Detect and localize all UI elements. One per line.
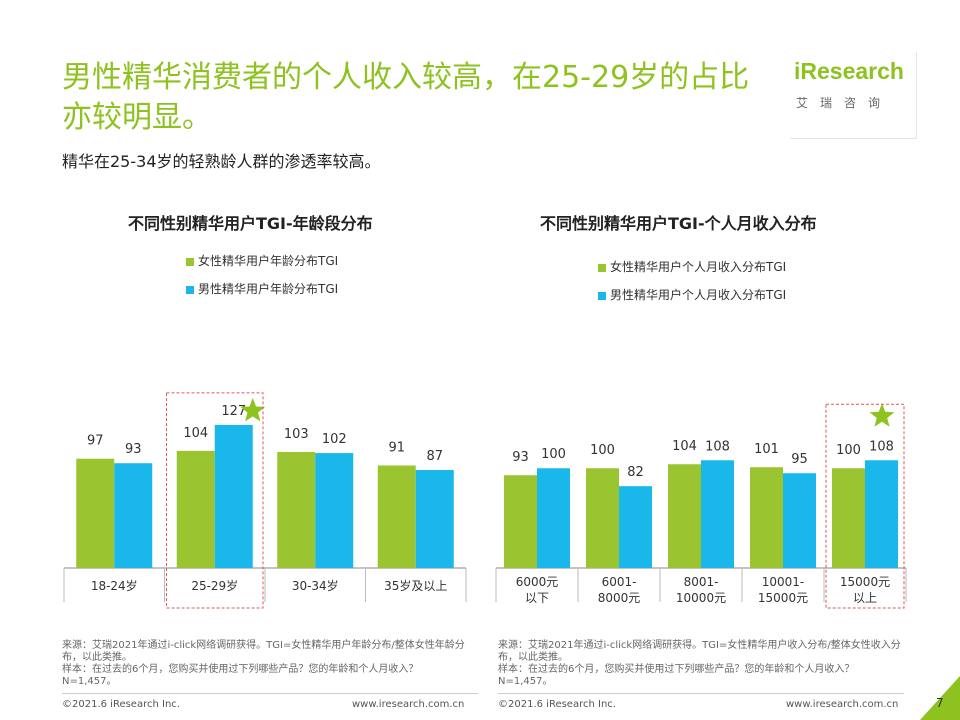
legend-male-income: 男性精华用户个人月收入分布TGI (598, 286, 786, 303)
iresearch-logo: iResearch 艾瑞咨询 (790, 52, 920, 142)
bar-female (832, 468, 865, 568)
bar-female (377, 465, 416, 568)
legend-male-age: 男性精华用户年龄分布TGI (186, 280, 338, 297)
footer-copyright-right: ©2021.6 iResearch Inc. (498, 699, 616, 710)
bar-female (176, 450, 215, 568)
legend-female-income: 女性精华用户个人月收入分布TGI (598, 258, 786, 275)
bar-male (865, 460, 898, 568)
data-label: 93 (512, 450, 529, 465)
data-label: 103 (284, 427, 309, 442)
tick-label: 6000元 (516, 575, 559, 589)
footer-copyright-left: ©2021.6 iResearch Inc. (62, 699, 180, 710)
tick-label: 30-34岁 (292, 578, 339, 593)
logo-text: iResearch (794, 58, 904, 84)
legend-label: 男性精华用户年龄分布TGI (198, 282, 339, 296)
legend-female-age: 女性精华用户年龄分布TGI (186, 252, 338, 269)
data-label: 95 (791, 452, 808, 467)
chart-title-income: 不同性别精华用户TGI-个人月收入分布 (540, 214, 817, 233)
legend-label: 男性精华用户个人月收入分布TGI (610, 288, 787, 302)
bar-female (750, 467, 783, 568)
corner-triangle (920, 676, 960, 720)
legend-label: 女性精华用户年龄分布TGI (198, 254, 339, 268)
data-label: 108 (705, 439, 730, 454)
tick-label: 6001- (602, 575, 637, 589)
legend-swatch-male (186, 285, 194, 294)
legend-swatch-female (186, 257, 194, 266)
tick-label: 10001- (762, 575, 805, 589)
data-label: 87 (426, 449, 443, 464)
data-label: 100 (541, 447, 566, 462)
tick-label: 8000元 (598, 591, 641, 605)
bar-male (619, 486, 652, 568)
data-label: 127 (221, 404, 246, 419)
bar-female (504, 475, 537, 568)
bar-male (783, 473, 816, 568)
legend-swatch-male (598, 291, 606, 300)
tick-label: 8001- (684, 575, 719, 589)
logo-frame (790, 52, 917, 139)
tick-label: 以下 (525, 591, 549, 605)
data-label: 97 (87, 434, 104, 449)
legend-swatch-female (598, 263, 606, 272)
bar-male (415, 469, 454, 568)
footer-divider-left (62, 693, 478, 694)
data-label: 91 (388, 440, 405, 455)
tick-label: 15000元 (758, 591, 808, 605)
data-label: 100 (590, 443, 615, 458)
chart-title-age: 不同性别精华用户TGI-年龄段分布 (128, 214, 373, 233)
corner-triangle-decor (920, 676, 960, 720)
bar-male (214, 424, 253, 568)
data-label: 102 (322, 432, 347, 447)
legend-label: 女性精华用户个人月收入分布TGI (610, 260, 787, 274)
data-label: 101 (754, 442, 779, 457)
age-tgi-chart: 97 93 18-24岁 104 127 25-29岁 103 102 30-34岁 91 87 35… (63, 392, 467, 609)
data-label: 82 (627, 465, 644, 480)
star-icon (869, 403, 895, 427)
highlight-box (825, 403, 905, 609)
bar-female (277, 451, 316, 568)
footer-divider-right (498, 693, 904, 694)
tick-label: 以上 (853, 591, 877, 605)
source-note-right: 来源：艾瑞2021年通过i-click网络调研获得。TGI=女性精华用户收入分布… (498, 640, 901, 687)
bar-male (537, 468, 570, 568)
bar-male (114, 463, 153, 568)
data-label: 104 (183, 426, 208, 441)
highlight-box (166, 392, 264, 609)
data-label: 100 (836, 443, 861, 458)
bar-female (668, 464, 701, 568)
data-label: 93 (125, 442, 142, 457)
star-icon (240, 397, 266, 422)
footer-url-right: www.iresearch.com.cn (786, 699, 899, 710)
page-title: 男性精华消费者的个人收入较高，在25-29岁的占比亦较明显。 (62, 60, 750, 135)
tick-label: 10000元 (676, 591, 726, 605)
logo-cn: 艾瑞咨询 (796, 96, 893, 110)
bar-female (76, 458, 115, 568)
footer-url-left: www.iresearch.com.cn (352, 699, 465, 710)
source-note-left: 来源：艾瑞2021年通过i-click网络调研获得。TGI=女性精华用户年龄分布… (62, 640, 465, 687)
tick-label: 15000元 (840, 575, 890, 589)
tick-label: 25-29岁 (191, 578, 238, 593)
page-subtitle: 精华在25-34岁的轻熟龄人群的渗透率较高。 (62, 152, 381, 171)
data-label: 104 (672, 439, 697, 454)
bar-female (586, 468, 619, 568)
data-label: 108 (869, 439, 894, 454)
page-number: 7 (936, 696, 944, 710)
bar-male (701, 460, 734, 568)
bar-male (315, 453, 354, 568)
tick-label: 35岁及以上 (384, 578, 447, 593)
tick-label: 18-24岁 (91, 578, 138, 593)
